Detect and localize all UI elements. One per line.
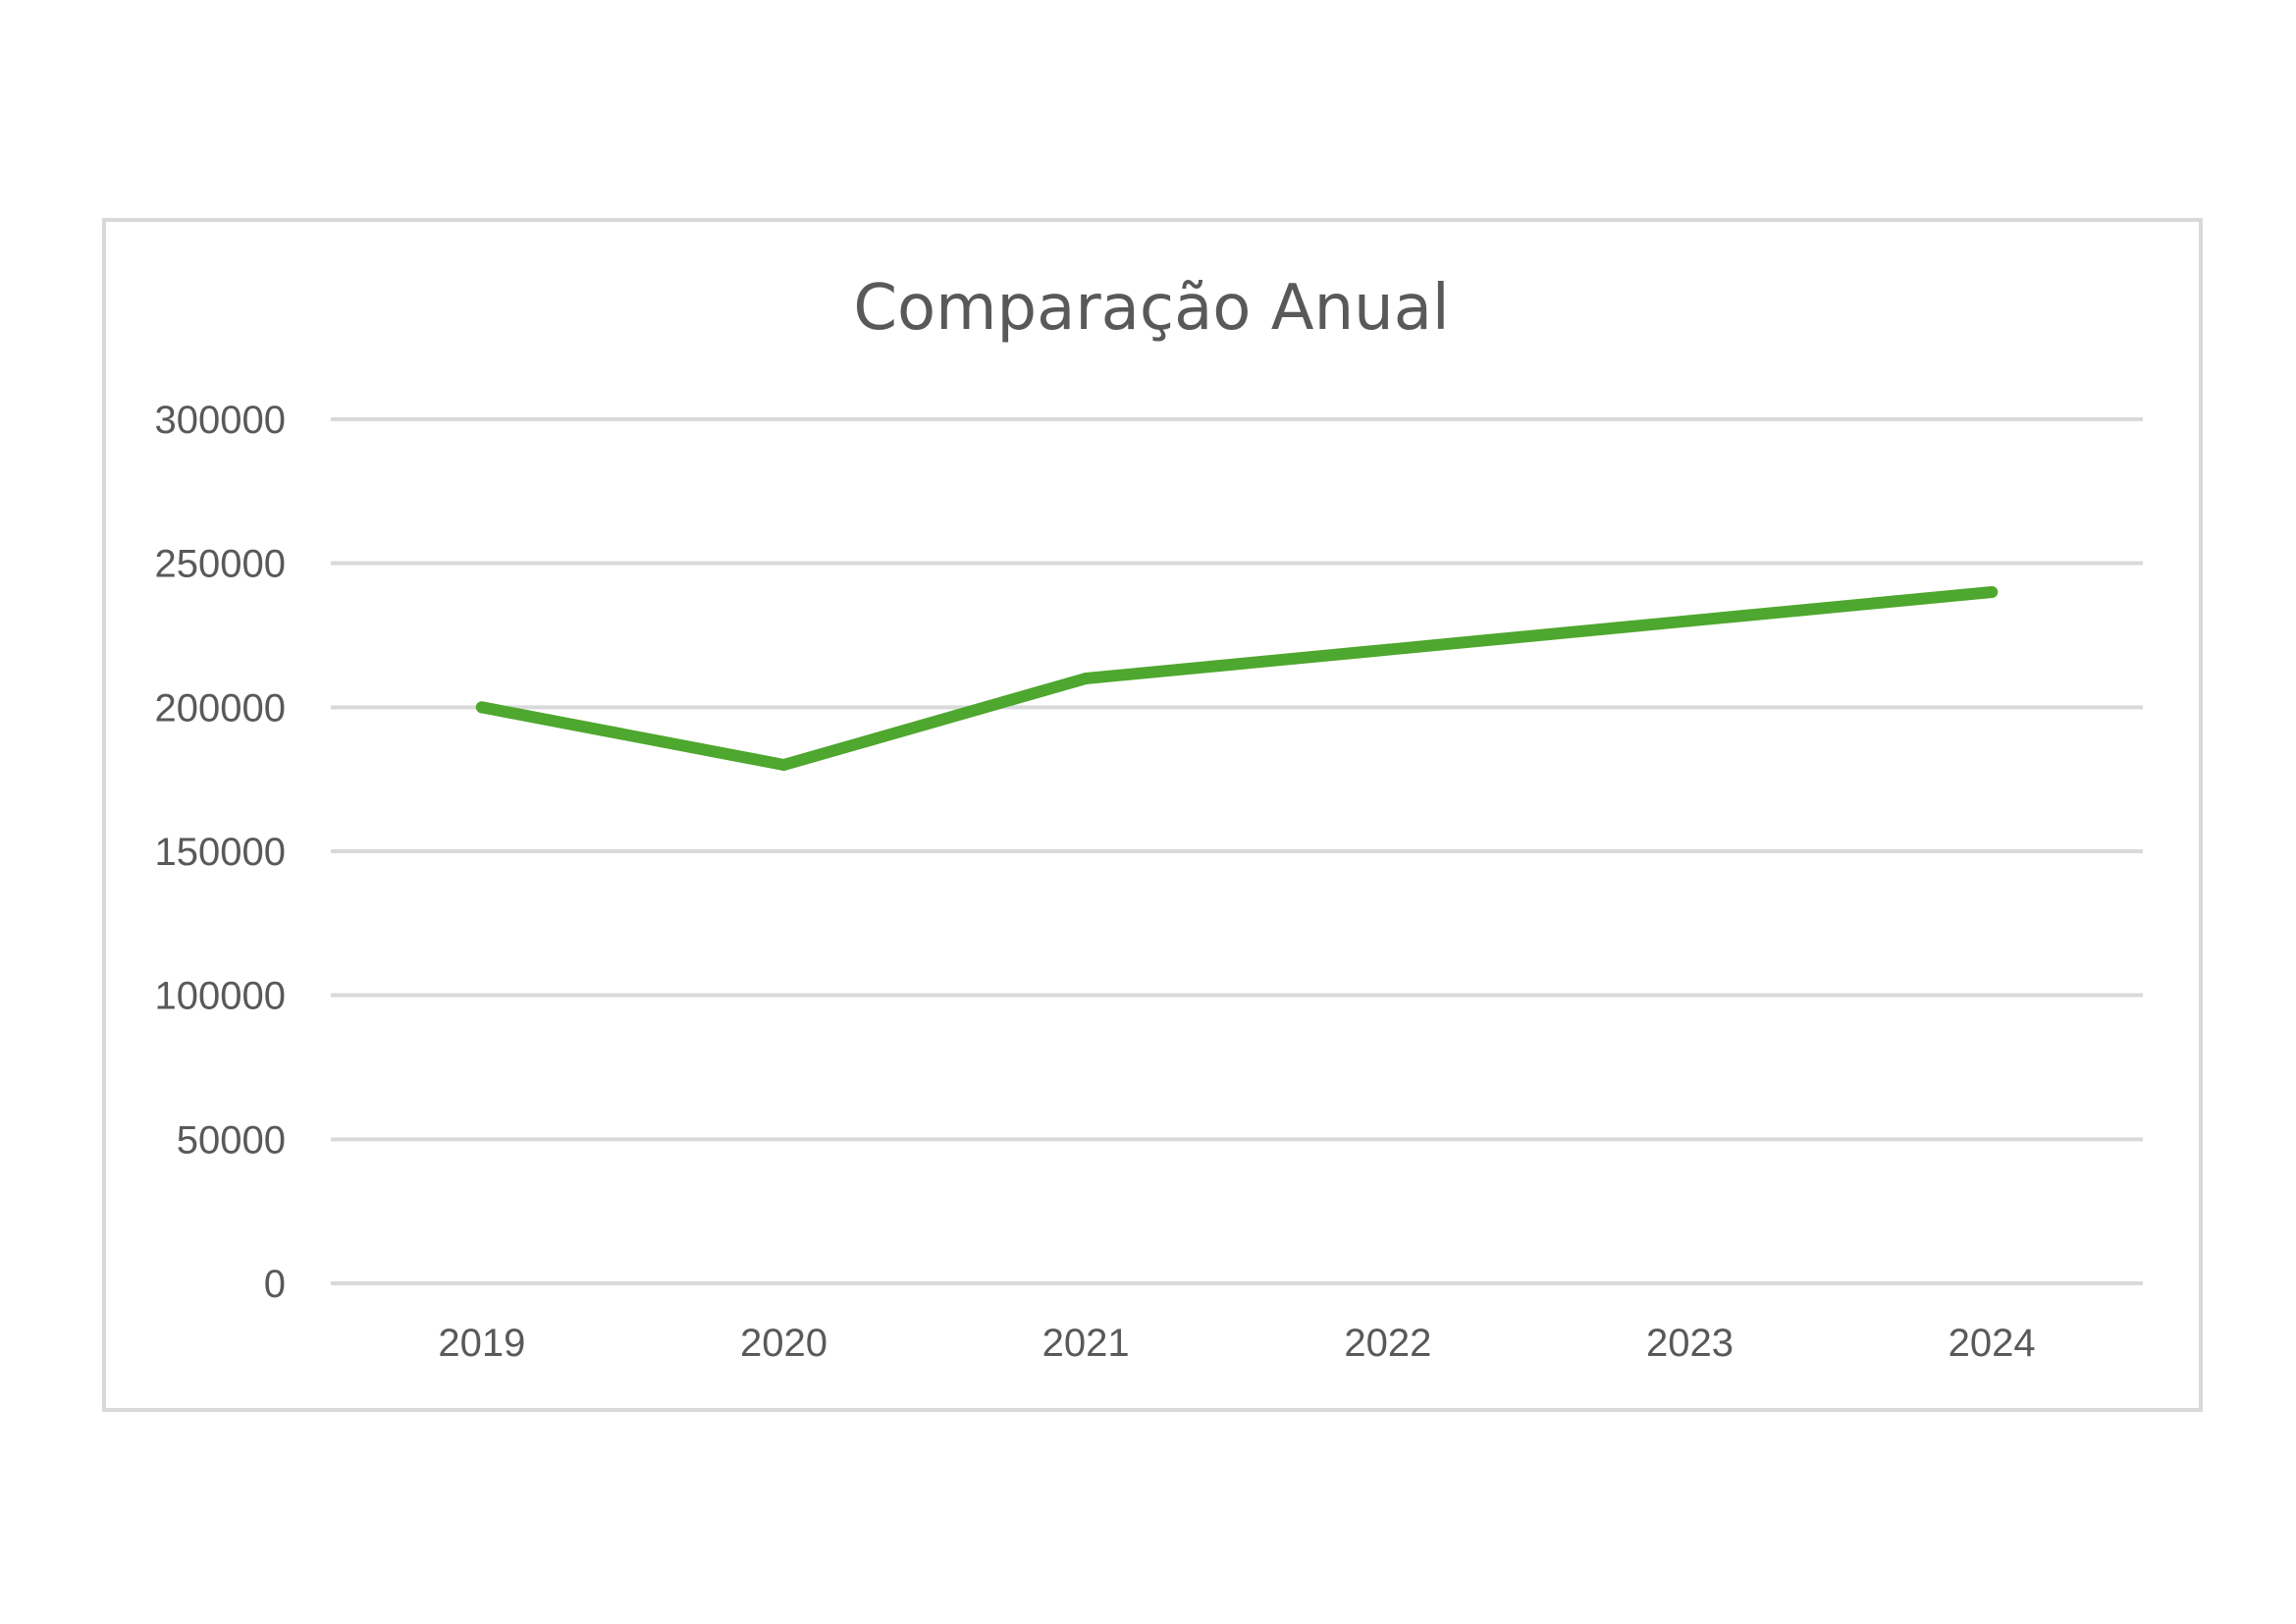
y-tick-label: 300000 xyxy=(155,399,286,442)
chart-title: Comparação Anual xyxy=(853,272,1449,345)
y-tick-label: 200000 xyxy=(155,686,286,730)
y-tick-label: 0 xyxy=(264,1263,286,1306)
x-tick-label: 2019 xyxy=(438,1322,525,1365)
gridlines xyxy=(331,417,2143,1285)
x-tick-label: 2021 xyxy=(1042,1322,1130,1365)
x-axis-tick-labels: 2019 2020 2021 2022 2023 2024 xyxy=(438,1322,2035,1365)
data-point xyxy=(1381,643,1394,656)
x-tick-label: 2020 xyxy=(740,1322,828,1365)
x-tick-label: 2023 xyxy=(1646,1322,1734,1365)
series-line xyxy=(475,586,1999,771)
y-tick-label: 50000 xyxy=(177,1118,286,1162)
data-point xyxy=(1683,615,1696,627)
x-tick-label: 2022 xyxy=(1344,1322,1431,1365)
y-tick-label: 150000 xyxy=(155,831,286,874)
data-point xyxy=(777,759,790,771)
x-tick-label: 2024 xyxy=(1949,1322,2036,1365)
series-layer xyxy=(475,586,1999,771)
y-axis-tick-labels: 0 50000 100000 150000 200000 250000 300000 xyxy=(155,399,286,1306)
data-point xyxy=(1986,586,1999,598)
chart-frame xyxy=(102,218,2203,1412)
y-tick-label: 250000 xyxy=(155,543,286,586)
y-tick-label: 100000 xyxy=(155,975,286,1018)
data-point xyxy=(475,701,488,714)
data-point xyxy=(1080,673,1093,684)
